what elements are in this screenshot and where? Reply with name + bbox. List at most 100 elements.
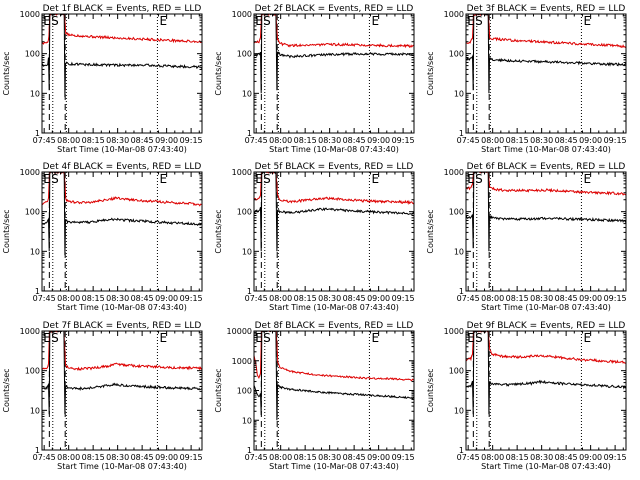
x-tick-label: 08:00 (269, 453, 292, 462)
x-tick-label: 08:30 (106, 136, 129, 145)
y-axis-label: Counts/sec (214, 209, 223, 253)
x-tick-label: 09:00 (155, 136, 178, 145)
chart-title: Det 1f BLACK = Events, RED = LLD (43, 4, 202, 14)
x-tick-label: 09:15 (604, 294, 627, 303)
y-tick-label: 10 (30, 89, 40, 98)
y-tick-label: 1000 (20, 327, 40, 336)
y-axis-label: Counts/sec (2, 51, 11, 95)
x-tick-label: 08:00 (269, 136, 292, 145)
chart-panel-8: Det 8f BLACK = Events, RED = LLD 1 10 100 10… (214, 321, 415, 471)
y-tick-label: 100 (237, 387, 252, 396)
x-tick-label: 09:15 (392, 294, 415, 303)
y-axis-label: Counts/sec (2, 368, 11, 412)
plot-area (42, 14, 202, 133)
series-line-events (466, 14, 626, 94)
event-marker-s: S (475, 14, 483, 28)
y-tick-label: 1 (247, 287, 252, 296)
y-tick-label: 100 (449, 367, 464, 376)
plot-frame (253, 13, 415, 134)
event-marker-s: S (263, 331, 271, 345)
y-tick-label: 1 (459, 287, 464, 296)
x-tick-label: 09:00 (579, 294, 602, 303)
y-tick-label: 1000 (20, 168, 40, 177)
plot-frame (465, 171, 627, 292)
x-tick-label: 09:15 (604, 453, 627, 462)
y-tick-label: 1000 (444, 10, 464, 19)
plot-frame (41, 171, 203, 292)
x-axis-label: Start Time (10-Mar-08 07:43:40) (269, 303, 399, 312)
x-tick-label: 08:00 (57, 453, 80, 462)
chart-title: Det 9f BLACK = Events, RED = LLD (467, 321, 626, 331)
y-tick-label: 1 (35, 446, 40, 455)
y-axis-label: Counts/sec (426, 368, 435, 412)
y-tick-label: 1000 (232, 168, 252, 177)
plot-frame (465, 13, 627, 134)
series-line-events (42, 172, 202, 256)
series-line-events (42, 14, 202, 98)
event-marker-e: E (584, 14, 592, 28)
x-tick-label: 07:45 (245, 294, 268, 303)
y-tick-label: 1 (459, 129, 464, 138)
series-line-lld (254, 14, 414, 49)
y-tick-label: 10 (242, 247, 252, 256)
x-tick-label: 08:30 (106, 294, 129, 303)
plot-frame (41, 330, 203, 451)
y-tick-label: 1000 (20, 10, 40, 19)
series-line-events (466, 331, 626, 415)
plot-area (42, 331, 202, 450)
x-tick-label: 09:00 (367, 294, 390, 303)
x-tick-label: 09:15 (180, 136, 203, 145)
series-line-lld (42, 172, 202, 207)
chart-title: Det 8f BLACK = Events, RED = LLD (255, 321, 414, 331)
y-tick-label: 1000 (444, 327, 464, 336)
event-marker-e: E (467, 14, 475, 28)
x-tick-label: 09:00 (367, 136, 390, 145)
y-tick-label: 100 (25, 367, 40, 376)
y-tick-label: 10 (454, 406, 464, 415)
event-marker-s: S (51, 172, 59, 186)
x-tick-label: 08:15 (82, 136, 105, 145)
chart-title: Det 7f BLACK = Events, RED = LLD (43, 321, 202, 331)
x-axis-label: Start Time (10-Mar-08 07:43:40) (481, 145, 611, 154)
x-tick-label: 07:45 (457, 294, 480, 303)
y-axis-label: Counts/sec (426, 209, 435, 253)
event-marker-s: S (51, 14, 59, 28)
y-axis-label: Counts/sec (2, 209, 11, 253)
x-tick-label: 08:00 (481, 294, 504, 303)
y-tick-label: 1 (35, 287, 40, 296)
x-tick-label: 08:45 (343, 136, 366, 145)
chart-title: Det 6f BLACK = Events, RED = LLD (467, 162, 626, 172)
x-tick-label: 09:15 (180, 294, 203, 303)
chart-panel-7: Det 7f BLACK = Events, RED = LLD 1 10 100 10… (2, 321, 203, 471)
series-line-lld (42, 331, 202, 372)
series-line-lld (254, 331, 414, 382)
plot-frame (465, 330, 627, 451)
chart-title: Det 2f BLACK = Events, RED = LLD (255, 4, 414, 14)
plot-area (254, 172, 414, 291)
series-line-events (254, 172, 414, 252)
x-tick-label: 08:45 (555, 294, 578, 303)
event-marker-e: E (43, 331, 51, 345)
x-tick-label: 08:15 (294, 453, 317, 462)
x-tick-label: 07:45 (457, 136, 480, 145)
plot-area (466, 172, 626, 291)
y-tick-label: 1 (459, 446, 464, 455)
x-tick-label: 08:00 (57, 136, 80, 145)
series-line-lld (466, 172, 626, 196)
x-tick-label: 08:15 (506, 294, 529, 303)
event-marker-e: E (584, 172, 592, 186)
x-tick-label: 08:45 (343, 453, 366, 462)
chart-title: Det 3f BLACK = Events, RED = LLD (467, 4, 626, 14)
x-tick-label: 07:45 (33, 453, 56, 462)
event-marker-s: S (263, 14, 271, 28)
y-axis-label: Counts/sec (214, 51, 223, 95)
chart-panel-5: Det 5f BLACK = Events, RED = LLD 1 10 100 10… (214, 162, 415, 312)
x-tick-label: 09:15 (392, 136, 415, 145)
x-tick-label: 08:15 (294, 294, 317, 303)
chart-panel-2: Det 2f BLACK = Events, RED = LLD 1 10 100 10… (214, 4, 415, 154)
x-tick-label: 08:30 (318, 136, 341, 145)
event-marker-e: E (255, 172, 263, 186)
event-marker-s: S (475, 172, 483, 186)
series-line-lld (42, 14, 202, 45)
plot-area (254, 331, 414, 450)
